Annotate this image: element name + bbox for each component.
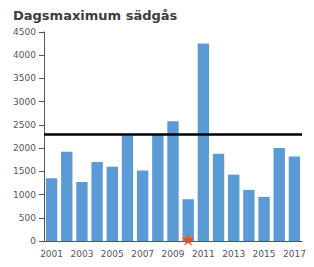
svg-text:2007: 2007 — [131, 249, 154, 259]
svg-text:1500: 1500 — [13, 166, 36, 176]
svg-text:Dagsmaximum sädgås: Dagsmaximum sädgås — [13, 8, 178, 23]
svg-text:3000: 3000 — [13, 97, 36, 107]
svg-text:2015: 2015 — [253, 249, 276, 259]
svg-text:2017: 2017 — [283, 249, 306, 259]
svg-text:500: 500 — [19, 213, 36, 223]
svg-text:2013: 2013 — [222, 249, 245, 259]
svg-text:2000: 2000 — [13, 143, 36, 153]
svg-text:4500: 4500 — [13, 27, 36, 37]
svg-text:0: 0 — [30, 236, 36, 246]
svg-text:2001: 2001 — [40, 249, 63, 259]
svg-text:4000: 4000 — [13, 50, 36, 60]
svg-text:2011: 2011 — [192, 249, 215, 259]
svg-text:2005: 2005 — [101, 249, 124, 259]
svg-text:1000: 1000 — [13, 190, 36, 200]
svg-text:2009: 2009 — [162, 249, 185, 259]
svg-text:2003: 2003 — [70, 249, 93, 259]
svg-text:3500: 3500 — [13, 73, 36, 83]
svg-text:2500: 2500 — [13, 120, 36, 130]
